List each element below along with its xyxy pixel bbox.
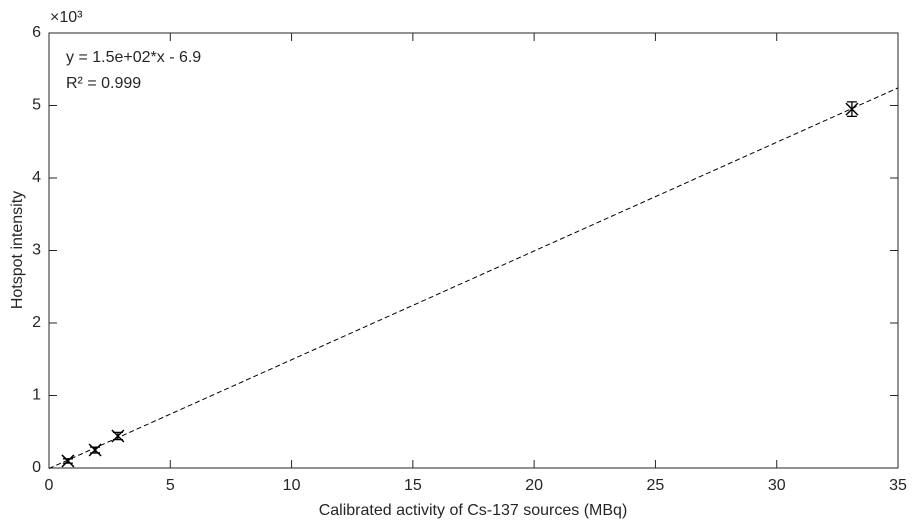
y-axis-label: Hotspot intensity [9,191,26,309]
plot-box [48,32,899,469]
y-exponent: ×10³ [50,9,83,26]
fit-line [48,87,899,469]
x-tick-label: 10 [283,477,301,494]
y-tick-label: 4 [32,169,41,186]
y-tick-label: 6 [32,24,41,41]
x-tick-label: 5 [166,477,175,494]
point [61,454,75,468]
y-tick-label: 0 [32,459,41,476]
y-tick-label: 2 [32,314,41,331]
fit-equation: y = 1.5e+02*x - 6.9 [66,49,201,66]
y-tick-label: 1 [32,387,41,404]
x-tick-label: 25 [647,477,665,494]
y-tick-label: 3 [32,242,41,259]
x-tick-label: 35 [889,477,907,494]
point [845,102,859,116]
x-tick-label: 0 [45,477,54,494]
fit-r2: R² = 0.999 [66,75,141,92]
x-tick-label: 30 [768,477,786,494]
x-tick-label: 20 [525,477,543,494]
x-axis-label: Calibrated activity of Cs-137 sources (M… [319,502,628,519]
point [88,443,102,457]
point [111,429,125,443]
x-tick-label: 15 [404,477,422,494]
y-tick-label: 5 [32,97,41,114]
